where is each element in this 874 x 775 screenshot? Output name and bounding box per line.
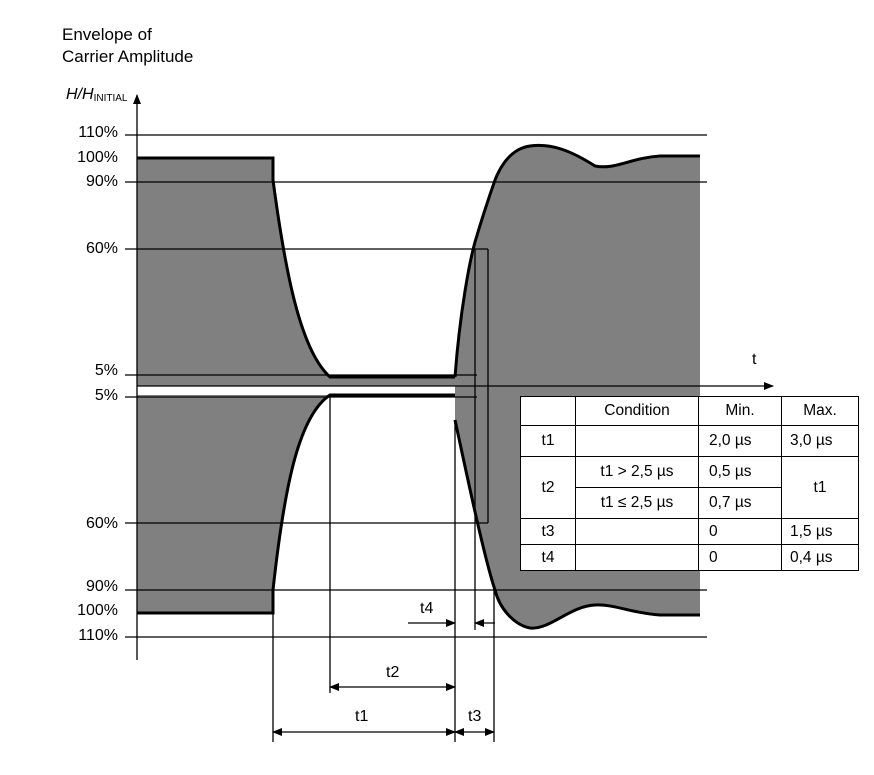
envelope-lower-left (137, 395, 330, 613)
t2-min-b: 0,7 µs (698, 487, 782, 519)
table-header-row: Condition Min. Max. (520, 396, 859, 426)
diagram-title-line1: Envelope of (62, 25, 152, 44)
upper-fall-edge (137, 156, 455, 379)
table-row-t2a: t2 t1 > 2,5 µs 0,5 µs t1 (520, 456, 859, 519)
header-blank (520, 396, 576, 426)
tick-lower-5: 5% (94, 387, 118, 404)
t3-max: 1,5 µs (781, 518, 859, 545)
table-row-t4: t4 0 0,4 µs (520, 544, 859, 571)
y-axis-label: H/HINITIAL (66, 86, 128, 104)
t3-min: 0 (698, 518, 782, 545)
t4-max: 0,4 µs (781, 544, 859, 571)
t2-condition-a: t1 > 2,5 µs (575, 456, 699, 488)
t2-min-a: 0,5 µs (698, 456, 782, 488)
table-row-t3: t3 0 1,5 µs (520, 518, 859, 545)
lower-rise-edge (137, 393, 455, 615)
tick-lower-90: 90% (85, 578, 118, 595)
t3-condition (575, 518, 699, 545)
t1-max: 3,0 µs (781, 425, 859, 457)
tick-lower-60: 60% (85, 515, 118, 532)
table-row-t1: t1 2,0 µs 3,0 µs (520, 425, 859, 457)
tick-upper-60: 60% (85, 240, 118, 257)
lower-recovery-edge (453, 419, 700, 630)
t4-name: t4 (520, 544, 576, 571)
upper-recovery-edge (453, 143, 700, 378)
time-axis-label: t (752, 351, 757, 368)
tick-upper-110: 110% (78, 124, 118, 141)
t4-min: 0 (698, 544, 782, 571)
reference-lines (125, 134, 707, 638)
tick-upper-100: 100% (77, 149, 118, 166)
t4-condition (575, 544, 699, 571)
t1-condition (575, 425, 699, 457)
envelope-upper-left (137, 158, 455, 386)
t2-name: t2 (520, 456, 576, 519)
tick-lower-100: 100% (77, 602, 118, 619)
t2-max: t1 (781, 456, 859, 519)
t1-name: t1 (520, 425, 576, 457)
t4-label: t4 (420, 600, 434, 617)
t2-condition-b: t1 ≤ 2,5 µs (575, 487, 699, 519)
t1-label: t1 (355, 708, 369, 725)
timing-spec-table: Condition Min. Max. t1 2,0 µs 3,0 µs t2 … (520, 396, 859, 571)
t3-label: t3 (468, 708, 482, 725)
t2-label: t2 (386, 664, 400, 681)
header-min: Min. (698, 396, 782, 426)
table-row-t2b: t1 ≤ 2,5 µs 0,7 µs (521, 487, 859, 519)
envelope-outline (137, 143, 700, 630)
t1-min: 2,0 µs (698, 425, 782, 457)
header-condition: Condition (575, 396, 699, 426)
header-max: Max. (781, 396, 859, 426)
tick-lower-110: 110% (78, 627, 118, 644)
t3-name: t3 (520, 518, 576, 545)
tick-upper-5: 5% (94, 362, 118, 379)
diagram-title-line2: Carrier Amplitude (62, 47, 194, 66)
tick-upper-90: 90% (85, 173, 118, 190)
